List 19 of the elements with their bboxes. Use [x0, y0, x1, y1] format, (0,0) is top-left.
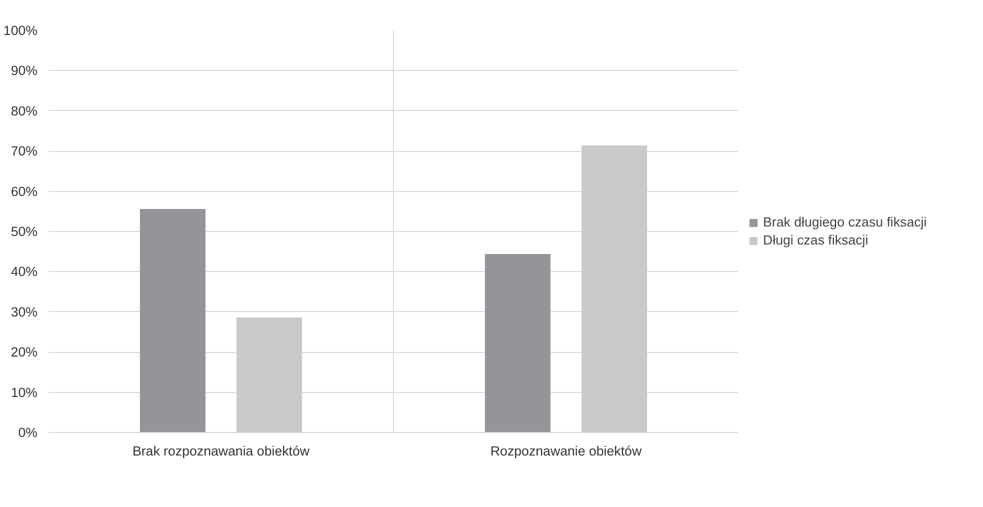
y-tick-label: 80% — [10, 103, 38, 118]
bar — [582, 145, 648, 432]
legend-label: Brak długiego czasu fiksacji — [763, 214, 927, 230]
y-tick-label: 90% — [10, 63, 38, 78]
bar — [140, 208, 206, 432]
x-tick-label: Rozpoznawanie obiektów — [490, 444, 642, 458]
y-tick-label: 10% — [10, 384, 38, 400]
y-tick-label: 70% — [10, 144, 38, 159]
y-tick-label: 100% — [3, 23, 38, 38]
legend-label: Długi czas fiksacji — [763, 232, 868, 248]
x-tick-label: Brak rozpoznawania obiektów — [132, 444, 310, 458]
y-tick-label: 60% — [10, 184, 38, 199]
y-tick-label: 0% — [18, 425, 38, 440]
bar — [236, 318, 302, 432]
y-tick-label: 50% — [10, 224, 38, 239]
y-tick-label: 20% — [10, 344, 38, 360]
bar — [484, 254, 550, 432]
y-tick-label: 40% — [10, 264, 38, 280]
y-tick-label: 30% — [10, 304, 38, 320]
